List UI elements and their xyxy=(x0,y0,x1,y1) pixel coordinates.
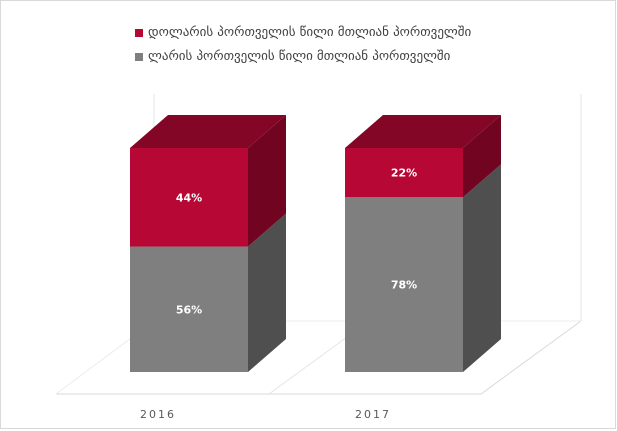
legend-label-lari: ლარის პორთველის წილი მთლიან პორთველში xyxy=(148,49,451,64)
bar-side-2016-1 xyxy=(248,115,286,247)
data-label-2017-0: 78% xyxy=(391,279,417,292)
category-label-2017: 2017 xyxy=(355,408,391,421)
data-label-2016-1: 44% xyxy=(176,191,202,204)
legend-item-dollar: დოლარის პორთველის წილი მთლიან პორთველში xyxy=(135,25,471,49)
data-label-2016-0: 56% xyxy=(176,303,202,316)
bar-top-2016 xyxy=(130,115,286,148)
bar-top-2017 xyxy=(345,115,501,148)
data-label-2017-1: 22% xyxy=(391,167,417,180)
bar-front-2017-0 xyxy=(345,197,463,372)
legend-item-lari: ლარის პორთველის წილი მთლიან პორთველში xyxy=(135,49,471,73)
bar-side-2017-1 xyxy=(463,115,501,198)
bar-side-2017-0 xyxy=(463,164,501,372)
chart-legend: დოლარის პორთველის წილი მთლიან პორთველში … xyxy=(135,25,471,73)
bar-front-2017-1 xyxy=(345,148,463,198)
legend-swatch-dollar xyxy=(135,29,143,37)
legend-swatch-lari xyxy=(135,53,143,61)
floor-front-edge xyxy=(56,320,582,395)
bar-front-2016-1 xyxy=(130,148,248,247)
category-label-2016: 2016 xyxy=(140,408,176,421)
chart-bars xyxy=(130,115,501,372)
bar-side-2016-0 xyxy=(248,213,286,372)
legend-label-dollar: დოლარის პორთველის წილი მთლიან პორთველში xyxy=(148,25,472,40)
chart-labels: 56% 44% 2016 78% 22% 2017 xyxy=(140,167,417,421)
bar-front-2016-0 xyxy=(130,246,248,372)
